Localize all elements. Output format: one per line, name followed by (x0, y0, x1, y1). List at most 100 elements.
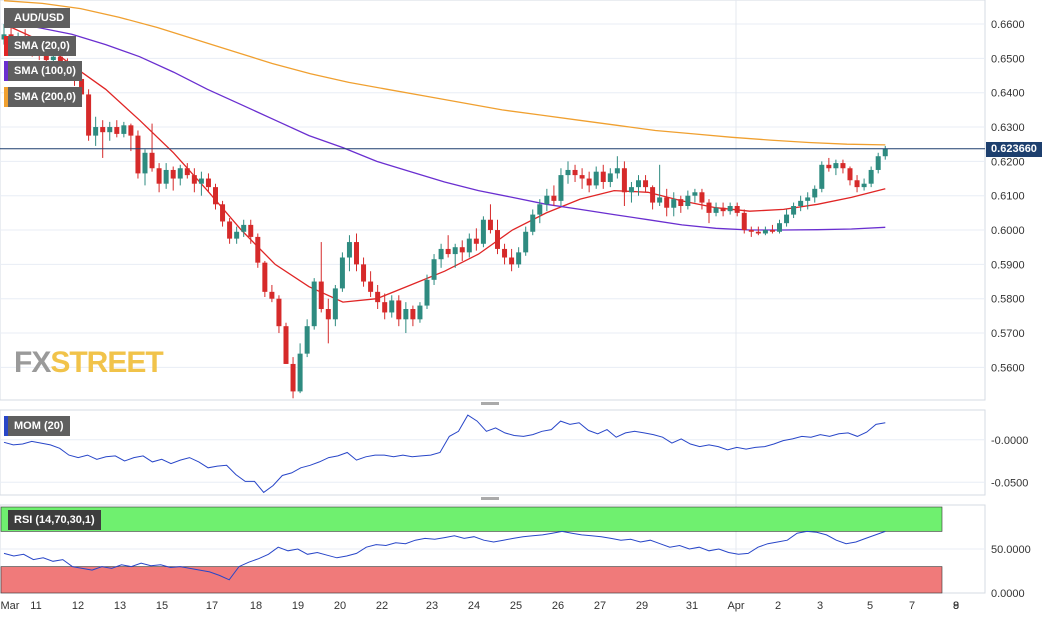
candle-body (389, 300, 395, 313)
candle-body (417, 305, 423, 320)
candle-body (382, 302, 388, 313)
candle-body (798, 200, 804, 207)
candle-body (819, 164, 825, 189)
candle-body (93, 127, 99, 136)
logo-fx: FX (14, 346, 51, 379)
candle-body (354, 242, 359, 265)
candle-body (297, 353, 303, 392)
candle-body (459, 247, 465, 253)
candle-body (755, 231, 761, 234)
candle-body (135, 135, 141, 174)
candle-body (43, 54, 49, 61)
x-tick-label: 23 (426, 600, 438, 612)
candle-body (410, 309, 416, 320)
candle-body (699, 192, 705, 203)
candle-body (650, 187, 656, 203)
candle-body (685, 195, 691, 207)
sma200-legend[interactable]: SMA (200,0) (4, 87, 82, 107)
candle-body (664, 197, 670, 208)
candle-body (452, 247, 458, 255)
price-tick-label: 0.5700 (991, 328, 1025, 340)
candle-body (346, 242, 352, 258)
symbol-label[interactable]: AUD/USD (4, 8, 71, 28)
candle-body (438, 248, 444, 260)
momentum-pane-frame (0, 409, 986, 496)
candle-body (530, 214, 536, 232)
sma-line (3, 23, 886, 231)
candle-body (403, 309, 409, 320)
sma20-legend[interactable]: SMA (20,0) (4, 36, 76, 56)
candle-body (727, 206, 733, 212)
candle-body (868, 169, 874, 184)
rsi-color-bar (4, 510, 8, 530)
candle-body (304, 326, 310, 354)
candle-body (586, 178, 592, 186)
candle-body (424, 279, 430, 306)
pane-resize-handle (481, 402, 499, 405)
candle-body (579, 175, 585, 179)
rsi-oversold-zone (0, 566, 943, 594)
x-tick-label: 15 (156, 600, 168, 612)
candle-body (847, 168, 853, 181)
candle-body (741, 212, 747, 231)
candle-body (339, 257, 345, 289)
candle-body (361, 264, 367, 282)
candle-body (833, 163, 839, 169)
candle-body (671, 199, 677, 208)
x-tick-label: 25 (510, 600, 522, 612)
rsi-legend[interactable]: RSI (14,70,30,1) (4, 510, 101, 530)
candle-body (502, 248, 508, 258)
sma100-legend[interactable]: SMA (100,0) (4, 61, 82, 81)
sma-line (3, 0, 886, 146)
logo-street: STREET (50, 346, 163, 379)
x-tick-label: Apr (727, 600, 744, 612)
x-tick-label: 11 (30, 600, 41, 612)
candle-body (537, 204, 543, 215)
momentum-tick-label: -0.0500 (991, 477, 1028, 489)
candle-body (600, 171, 606, 182)
candle-body (375, 291, 381, 303)
price-tick-label: 0.6300 (991, 122, 1025, 134)
candle-body (318, 281, 324, 310)
candle-body (114, 127, 120, 134)
candle-body (283, 326, 289, 364)
candle-body (396, 300, 402, 320)
candle-body (720, 207, 726, 212)
price-tick-label: 0.6500 (991, 53, 1025, 65)
candle-body (100, 127, 106, 133)
price-tick-label: 0.6600 (991, 19, 1025, 31)
rsi-tick-label: 50.0000 (991, 544, 1031, 556)
candle-body (861, 183, 867, 188)
sma20-text: SMA (20,0) (14, 40, 70, 52)
candle-body (805, 197, 811, 201)
candle-body (368, 281, 374, 292)
candle-body (777, 223, 782, 232)
candle-body (50, 56, 56, 61)
x-tick-label: 27 (594, 600, 606, 612)
candle-body (184, 168, 190, 176)
candle-body (882, 148, 888, 157)
rsi-tick-label: 0.0000 (991, 588, 1025, 600)
candle-body (234, 231, 240, 239)
symbol-text: AUD/USD (14, 12, 65, 24)
candle-body (762, 230, 768, 234)
x-tick-label: 31 (686, 600, 698, 612)
mom-legend[interactable]: MOM (20) (4, 416, 70, 436)
momentum-line (3, 414, 886, 494)
candle-body (466, 238, 472, 253)
x-tick-label: 7 (909, 600, 915, 612)
candle-body (156, 168, 162, 184)
candle-body (614, 168, 620, 174)
price-tick-label: 0.5900 (991, 259, 1025, 271)
price-tick-label: 0.6000 (991, 225, 1025, 237)
candle-body (593, 171, 599, 186)
candle-body (628, 187, 634, 193)
candle-body (826, 164, 832, 169)
x-tick-label: 2 (775, 600, 781, 612)
candle-body (748, 230, 754, 232)
rsi-text: RSI (14,70,30,1) (14, 514, 95, 526)
candle-body (128, 125, 134, 136)
pane-resize-handle (481, 497, 499, 500)
sma200-color-bar (4, 87, 8, 107)
